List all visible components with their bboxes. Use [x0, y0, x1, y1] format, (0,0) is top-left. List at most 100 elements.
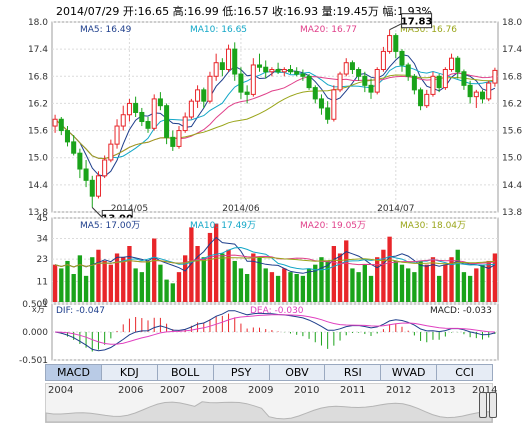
volume-bar: [474, 268, 479, 302]
candle-body: [232, 48, 238, 75]
volume-bar: [158, 264, 163, 302]
candle-body: [281, 69, 287, 73]
volume-bar: [114, 253, 120, 302]
volume-bar: [59, 268, 64, 302]
candle-body: [436, 75, 442, 89]
volume-bar: [220, 253, 225, 302]
candle-body: [102, 159, 108, 177]
volume-bar: [176, 272, 182, 302]
candle-body: [294, 71, 300, 75]
candle-body: [95, 175, 101, 197]
candle-body: [480, 91, 486, 100]
volume-bar: [418, 260, 423, 302]
timeline-year: 2004: [48, 385, 74, 396]
tab-cci[interactable]: CCI: [455, 366, 474, 379]
candle-body: [411, 75, 417, 91]
volume-bar: [183, 255, 188, 302]
volume-bar: [424, 264, 429, 302]
timeline-year: 2008: [202, 385, 228, 396]
candle-body: [349, 62, 355, 71]
tab-macd[interactable]: MACD: [46, 365, 102, 380]
candle-body: [380, 50, 386, 70]
price-ma-label: MA10: 16.65: [190, 25, 247, 35]
ma30-line: [54, 74, 495, 160]
candle-body: [157, 98, 163, 107]
candle-body: [238, 73, 244, 93]
tab-kdj[interactable]: KDJ: [102, 365, 158, 380]
volume-ma5-line: [54, 236, 496, 274]
volume-bar: [232, 260, 237, 302]
tab-psy[interactable]: PSY: [214, 365, 270, 380]
volume-bar: [195, 246, 200, 302]
volume-bar: [170, 283, 175, 302]
volume-bar: [164, 279, 169, 302]
candle-body: [318, 98, 324, 109]
volume-bar: [350, 268, 355, 302]
candle-body: [306, 75, 312, 89]
volume-bar: [257, 257, 262, 302]
volume-bar: [467, 275, 473, 302]
volume-bar: [275, 275, 281, 302]
price-panel-frame: [51, 21, 499, 213]
timeline-year: 2007: [160, 385, 186, 396]
high-callout-leader: [389, 23, 402, 31]
volume-bar: [127, 246, 132, 302]
volume-tick: 23: [37, 255, 48, 265]
indicator-tabs: MACD KDJ BOLL PSY OBV RSI WVAD CCI: [45, 364, 493, 381]
price-tick-right: 18.0: [502, 18, 522, 28]
candle-body: [356, 69, 362, 77]
tab-obv[interactable]: OBV: [270, 365, 326, 380]
candle-body: [418, 89, 424, 107]
volume-bar: [282, 268, 287, 302]
volume-bar: [71, 274, 76, 302]
tab-wvad[interactable]: WVAD: [381, 365, 438, 380]
volume-bar: [412, 272, 417, 302]
date-label: 2014/07: [377, 204, 414, 214]
volume-bar: [492, 253, 498, 302]
range-handle-left[interactable]: [479, 392, 487, 418]
volume-bar: [77, 255, 83, 302]
timeline-year: 2011: [340, 385, 366, 396]
volume-bar: [430, 257, 436, 302]
tab-rsi[interactable]: RSI: [325, 365, 382, 380]
high-callout-box: [401, 13, 433, 29]
volume-bar: [108, 264, 114, 302]
price-ma-label: MA30: 16.76: [400, 25, 457, 35]
volume-bar: [356, 272, 361, 302]
price-tick-left: 15.6: [28, 127, 48, 137]
volume-ma-label: MA30: 18.04万: [400, 221, 466, 231]
volume-bar: [213, 223, 219, 302]
volume-bar: [486, 260, 491, 302]
candle-body: [182, 116, 188, 132]
low-callout-leader: [91, 207, 103, 218]
candle-body: [108, 143, 114, 161]
candle-body: [257, 64, 263, 68]
volume-bar: [331, 246, 337, 302]
volume-bar: [145, 260, 151, 302]
candle-body: [473, 91, 479, 98]
volume-bar: [139, 272, 144, 302]
candle-body: [244, 91, 250, 95]
volume-bar: [269, 272, 275, 302]
candle-body: [486, 82, 492, 100]
candle-body: [207, 75, 213, 102]
candle-body: [195, 89, 201, 102]
volume-bar: [449, 257, 454, 302]
ma10-line: [54, 65, 495, 160]
macd-panel-frame: [51, 303, 499, 361]
candle-body: [287, 69, 293, 73]
volume-bar: [288, 272, 293, 302]
dif-line: [55, 310, 496, 352]
range-handle-right[interactable]: [489, 392, 497, 418]
volume-bar: [263, 268, 268, 302]
candle-body: [362, 75, 368, 86]
candle-body: [170, 136, 176, 147]
candle-body: [455, 57, 461, 73]
candle-body: [151, 98, 157, 129]
candle-body: [337, 73, 343, 91]
volume-bar: [238, 268, 244, 302]
candle-body: [139, 111, 145, 123]
macd-tick: -0.501: [19, 356, 48, 366]
tab-boll[interactable]: BOLL: [158, 365, 214, 380]
